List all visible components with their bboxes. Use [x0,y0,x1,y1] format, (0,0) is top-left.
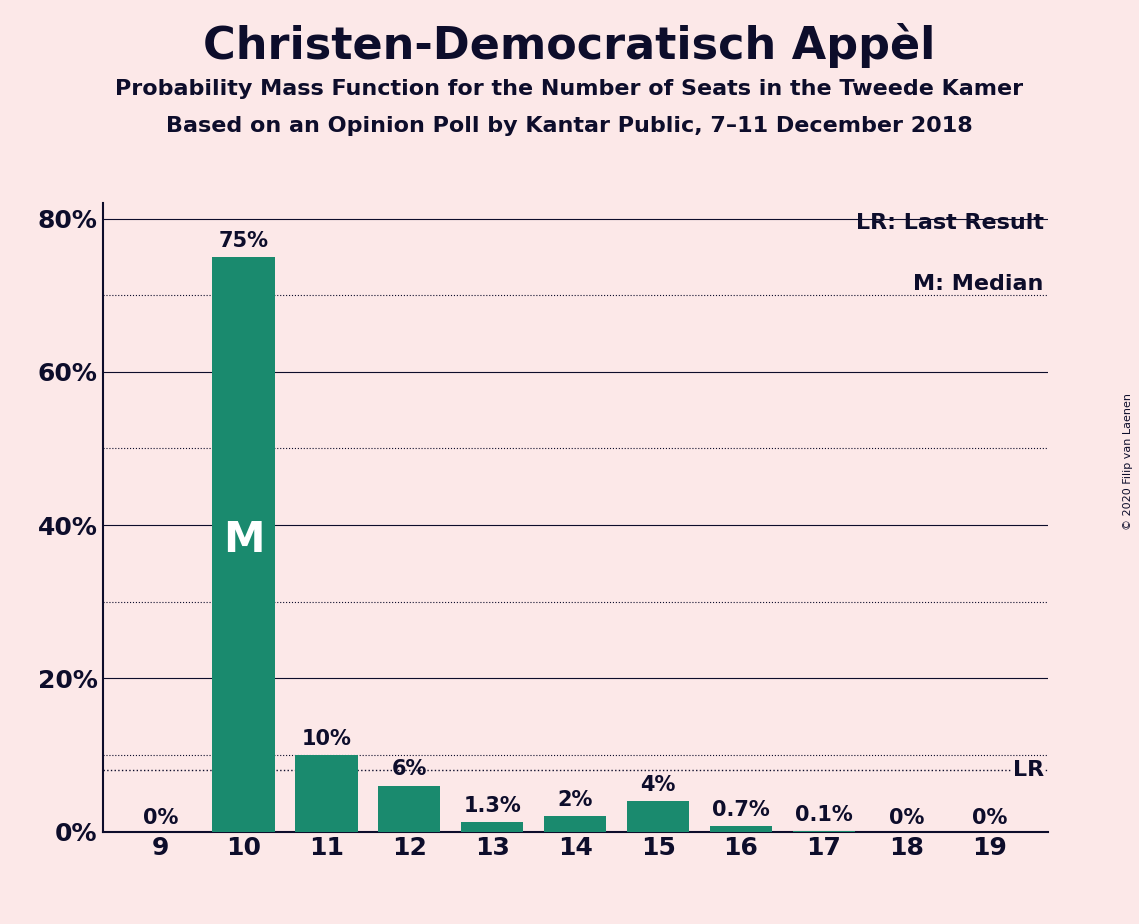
Text: 2%: 2% [557,790,593,810]
Text: Probability Mass Function for the Number of Seats in the Tweede Kamer: Probability Mass Function for the Number… [115,79,1024,99]
Bar [710,826,772,832]
Text: 0%: 0% [890,808,925,828]
Text: LR: Last Result: LR: Last Result [855,213,1043,233]
Text: 75%: 75% [219,231,269,250]
Bar [295,755,358,832]
Text: 0.1%: 0.1% [795,805,853,825]
Bar [212,257,274,832]
Text: 4%: 4% [640,775,675,795]
Bar [628,801,689,832]
Bar [461,821,523,832]
Text: 1.3%: 1.3% [464,796,522,816]
Text: M: M [223,519,264,562]
Bar [544,816,606,832]
Bar [378,785,441,832]
Text: 0.7%: 0.7% [712,800,770,821]
Text: 0%: 0% [973,808,1008,828]
Text: © 2020 Filip van Laenen: © 2020 Filip van Laenen [1123,394,1133,530]
Text: Christen-Democratisch Appèl: Christen-Democratisch Appèl [204,23,935,68]
Text: 10%: 10% [302,729,351,748]
Text: M: Median: M: Median [913,274,1043,294]
Text: 6%: 6% [392,760,427,780]
Text: LR: LR [1013,760,1043,780]
Text: Based on an Opinion Poll by Kantar Public, 7–11 December 2018: Based on an Opinion Poll by Kantar Publi… [166,116,973,136]
Text: 0%: 0% [142,808,178,828]
